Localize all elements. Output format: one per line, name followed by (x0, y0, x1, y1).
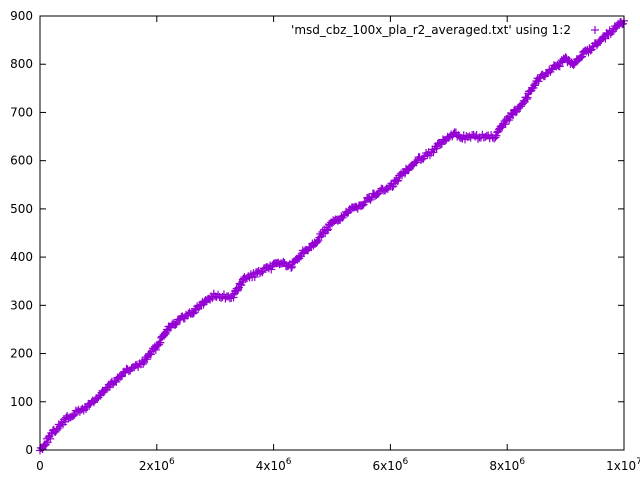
data-point (576, 53, 585, 62)
y-tick-label: 400 (10, 250, 33, 264)
y-tick-label: 200 (10, 347, 33, 361)
data-point (69, 411, 78, 420)
y-tick-label: 500 (10, 202, 33, 216)
x-tick-label-exponent: 6 (286, 457, 292, 467)
y-tick-labels: 0 100 200 300 400 500 600 700 800 900 (10, 9, 33, 457)
data-point (388, 182, 397, 191)
x-tick-label-base: 6x10 (373, 459, 403, 473)
data-point (229, 293, 238, 302)
data-point (492, 131, 501, 140)
data-point (151, 345, 160, 354)
x-tick-label-exponent: 6 (519, 457, 525, 467)
y-tick-label: 600 (10, 154, 33, 168)
data-point (547, 65, 556, 74)
data-point (52, 426, 61, 435)
y-tick-label: 900 (10, 9, 33, 23)
data-point (171, 320, 180, 329)
legend-marker-plus (591, 26, 599, 34)
data-point (279, 257, 288, 266)
data-point (578, 52, 587, 61)
x-tick-label: 0 (36, 459, 44, 473)
data-point (112, 377, 121, 386)
data-point (288, 262, 297, 271)
data-point (432, 144, 441, 153)
data-point (323, 226, 332, 235)
data-point (343, 209, 352, 218)
x-tick-label-base: 2x10 (139, 459, 169, 473)
data-point (250, 272, 259, 281)
data-point (555, 62, 564, 71)
data-point (199, 300, 208, 309)
plot-frame (39, 15, 625, 451)
axis-ticks (39, 15, 625, 451)
data-point (42, 440, 51, 449)
data-point (313, 237, 322, 246)
legend-marker-icon (591, 26, 599, 34)
y-tick-label: 0 (25, 443, 33, 457)
data-point (44, 433, 53, 442)
data-point (523, 93, 532, 102)
data-point (570, 59, 579, 68)
data-point (143, 355, 152, 364)
data-point (46, 434, 55, 443)
x-tick-label-base: 1x10 (606, 459, 636, 473)
data-point (534, 77, 543, 86)
data-point (501, 120, 510, 129)
data-point (287, 263, 296, 272)
x-tick-label-exponent: 7 (636, 457, 640, 467)
data-point (491, 133, 500, 142)
data-point (389, 182, 398, 191)
x-tick-labels: 0 2x106 4x106 6x106 8x106 1x107 (36, 457, 640, 473)
data-point (233, 286, 242, 295)
data-point (361, 198, 370, 207)
y-tick-label: 300 (10, 298, 33, 312)
data-point (267, 265, 276, 274)
data-points (36, 16, 628, 455)
x-tick-label: 1x107 (606, 457, 640, 473)
data-point (508, 110, 517, 119)
x-tick-label-exponent: 6 (169, 457, 175, 467)
data-point (394, 176, 403, 185)
data-point (258, 268, 267, 277)
data-point (156, 338, 165, 347)
data-point (315, 233, 324, 242)
data-point (324, 225, 333, 234)
legend-label: 'msd_cbz_100x_pla_r2_averaged.txt' using… (291, 23, 571, 37)
x-tick-label-base: 8x10 (489, 459, 519, 473)
data-point (511, 108, 520, 117)
x-tick-label: 8x106 (489, 457, 525, 473)
y-tick-label: 800 (10, 57, 33, 71)
x-tick-label: 6x106 (373, 457, 409, 473)
x-tick-label-base: 0 (36, 459, 44, 473)
legend: 'msd_cbz_100x_pla_r2_averaged.txt' using… (291, 23, 599, 37)
y-tick-label: 100 (10, 395, 33, 409)
y-tick-label: 700 (10, 105, 33, 119)
x-tick-label-base: 4x10 (256, 459, 286, 473)
x-tick-label-exponent: 6 (403, 457, 409, 467)
data-point (172, 319, 181, 328)
x-tick-label: 4x106 (256, 457, 292, 473)
x-tick-label: 2x106 (139, 457, 175, 473)
data-point (522, 95, 531, 104)
